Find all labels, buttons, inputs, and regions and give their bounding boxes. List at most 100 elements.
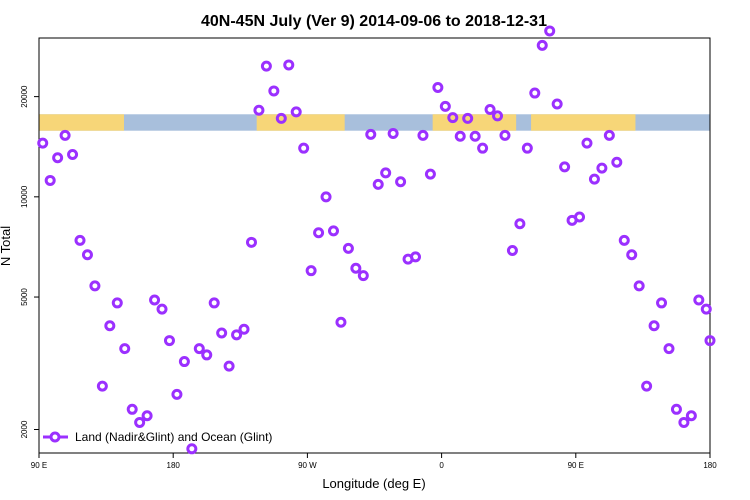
data-point	[335, 316, 347, 328]
data-point	[685, 410, 697, 422]
data-point	[387, 127, 399, 139]
data-point	[492, 110, 504, 122]
data-point	[700, 303, 712, 315]
data-point	[704, 335, 716, 347]
data-point	[536, 39, 548, 51]
data-point	[290, 106, 302, 118]
legend-label: Land (Nadir&Glint) and Ocean (Glint)	[75, 430, 272, 444]
x-tick-label: 90 W	[298, 461, 317, 470]
data-point	[268, 85, 280, 97]
data-point	[633, 280, 645, 292]
data-point	[439, 100, 451, 112]
data-point	[506, 244, 518, 256]
y-axis-label: N Total	[0, 226, 13, 266]
data-point	[551, 98, 563, 110]
land-band-segment	[256, 114, 345, 131]
data-point	[149, 294, 161, 306]
data-point	[588, 173, 600, 185]
data-point	[469, 130, 481, 142]
y-tick-label: 20000	[20, 85, 29, 108]
data-point	[208, 297, 220, 309]
data-point	[253, 104, 265, 116]
data-point	[231, 329, 243, 341]
data-point	[320, 191, 332, 203]
data-point	[163, 335, 175, 347]
data-point	[275, 112, 287, 124]
data-point	[380, 167, 392, 179]
data-point	[313, 227, 325, 239]
data-point	[544, 25, 556, 37]
data-point	[477, 142, 489, 154]
data-point	[186, 443, 198, 455]
data-point	[395, 176, 407, 188]
chart-title: 40N-45N July (Ver 9) 2014-09-06 to 2018-…	[201, 13, 547, 30]
data-point	[484, 103, 496, 115]
data-point	[89, 280, 101, 292]
data-point	[67, 149, 79, 161]
data-point	[656, 297, 668, 309]
data-point	[648, 320, 660, 332]
land-band-segment	[39, 114, 124, 131]
plot-frame	[38, 37, 711, 454]
data-point	[529, 87, 541, 99]
data-point	[119, 343, 131, 355]
data-point	[201, 349, 213, 361]
data-point	[238, 323, 250, 335]
data-point	[499, 129, 511, 141]
data-point	[141, 410, 153, 422]
x-axis: 90 E 180 90 W 0 90 E 180	[31, 453, 717, 470]
x-tick-label: 90 E	[568, 461, 584, 470]
data-point	[178, 356, 190, 368]
data-point	[357, 270, 369, 282]
x-tick-label: 180	[703, 461, 717, 470]
x-tick-label: 180	[167, 461, 181, 470]
x-axis-label: Longitude (deg E)	[322, 476, 425, 491]
data-point	[298, 142, 310, 154]
legend: Land (Nadir&Glint) and Ocean (Glint)	[43, 430, 272, 444]
data-point	[611, 156, 623, 168]
land-mask-band	[39, 114, 710, 131]
land-band-segment	[432, 114, 517, 131]
data-point	[626, 249, 638, 261]
x-tick-label: 0	[439, 461, 444, 470]
data-point	[74, 234, 86, 246]
data-point	[521, 142, 533, 154]
data-point	[283, 59, 295, 71]
data-point	[447, 112, 459, 124]
data-point	[663, 343, 675, 355]
land-band-segment	[531, 114, 636, 131]
y-tick-label: 10000	[20, 185, 29, 208]
data-point	[342, 242, 354, 254]
data-point	[44, 174, 56, 186]
data-point	[574, 211, 586, 223]
data-point	[410, 251, 422, 263]
data-points	[37, 25, 716, 455]
data-point	[156, 303, 168, 315]
data-point	[432, 82, 444, 94]
data-point	[52, 152, 64, 164]
data-point	[327, 225, 339, 237]
data-point	[223, 360, 235, 372]
legend-marker	[49, 431, 61, 443]
data-point	[126, 403, 138, 415]
data-point	[603, 129, 615, 141]
data-point	[245, 236, 257, 248]
data-point	[514, 218, 526, 230]
data-point	[559, 161, 571, 173]
data-point	[365, 128, 377, 140]
x-tick-label: 90 E	[31, 461, 47, 470]
data-point	[104, 320, 116, 332]
data-point	[462, 112, 474, 124]
data-point	[193, 343, 205, 355]
data-point	[111, 297, 123, 309]
data-point	[134, 416, 146, 428]
data-point	[424, 168, 436, 180]
data-point	[618, 234, 630, 246]
y-tick-label: 5000	[20, 288, 29, 306]
data-point	[216, 327, 228, 339]
data-point	[417, 129, 429, 141]
y-axis: 2000 5000 10000 20000	[20, 85, 39, 438]
data-point	[372, 178, 384, 190]
data-point	[454, 130, 466, 142]
